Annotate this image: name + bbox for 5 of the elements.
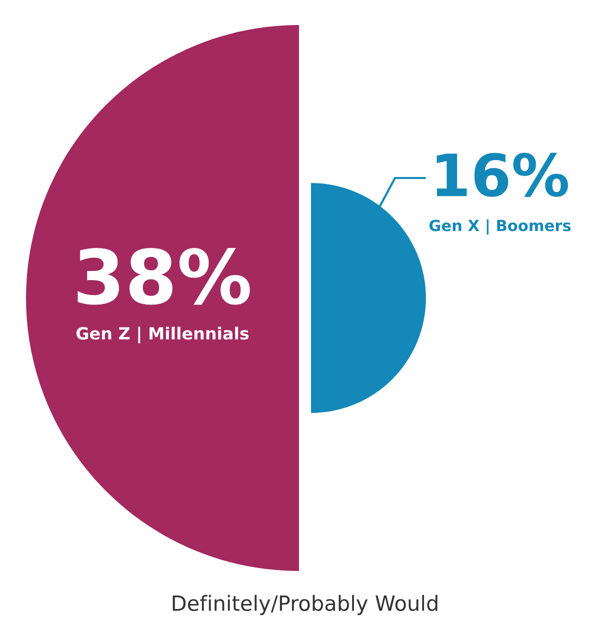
data-label: 38% <box>78 248 250 305</box>
data-label: 16% <box>436 152 568 197</box>
text: Definitely/Probably Would <box>172 594 438 616</box>
category-label: Gen X | Boomers <box>429 219 571 235</box>
category-label: Gen Z | Millennials <box>76 326 249 344</box>
